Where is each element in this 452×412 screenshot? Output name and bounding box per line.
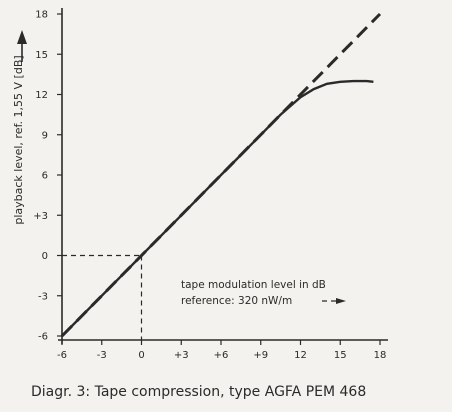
x-tick-label: +9 (253, 350, 268, 361)
annotation-line-1: tape modulation level in dB (181, 279, 326, 291)
axes (17, 8, 388, 344)
y-tick-label: 15 (35, 50, 48, 61)
x-tick-label: 0 (138, 350, 144, 361)
x-tick-label: -3 (97, 350, 107, 361)
annotation-line-2: reference: 320 nW/m (181, 295, 292, 307)
y-tick-label: -3 (38, 291, 48, 302)
y-tick-label: -6 (38, 332, 48, 343)
y-tick-label: +3 (33, 211, 48, 222)
y-axis-label: playback level, ref. 1,55 V [dB] (12, 55, 25, 224)
y-tick-label: 9 (42, 130, 48, 141)
x-tick-label: +3 (174, 350, 189, 361)
x-tick-label: +6 (214, 350, 229, 361)
series (60, 12, 382, 338)
x-tick-label: -6 (57, 350, 67, 361)
x-tick-label: 15 (334, 350, 347, 361)
figure-caption: Diagr. 3: Tape compression, type AGFA PE… (31, 384, 366, 400)
x-tick-label: 18 (374, 350, 387, 361)
reference-lines (62, 254, 143, 340)
y-tick-label: 6 (42, 171, 48, 182)
y-tick-label: 18 (35, 10, 48, 21)
ticks: -6 -3 0 +3 6 9 12 15 18 -6 -3 0 +3 +6 +9 12 15 18 (33, 10, 386, 362)
series-measured-solid (61, 79, 374, 337)
y-tick-label: 12 (35, 90, 48, 101)
y-tick-label: 0 (42, 251, 48, 262)
y-axis-arrow-icon (17, 30, 27, 44)
annotation-arrow-icon (336, 298, 346, 304)
x-tick-label: 12 (294, 350, 307, 361)
